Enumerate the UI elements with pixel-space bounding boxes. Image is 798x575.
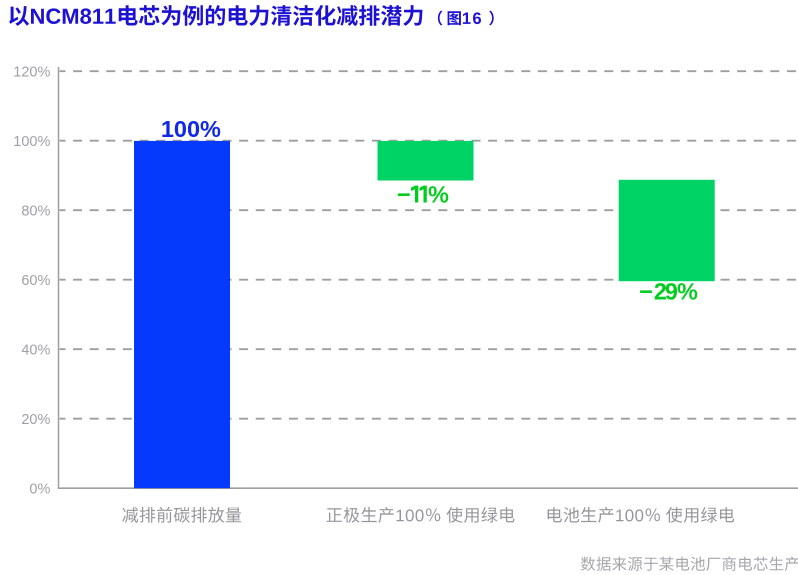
svg-text:80%: 80% bbox=[21, 203, 50, 219]
svg-text:0%: 0% bbox=[29, 481, 50, 497]
svg-text:60%: 60% bbox=[21, 273, 50, 289]
svg-text:40%: 40% bbox=[21, 342, 50, 358]
svg-text:100%: 100% bbox=[13, 134, 50, 150]
svg-text:100%: 100% bbox=[161, 116, 221, 142]
svg-text:120%: 120% bbox=[13, 64, 50, 80]
svg-text:20%: 20% bbox=[21, 412, 50, 428]
